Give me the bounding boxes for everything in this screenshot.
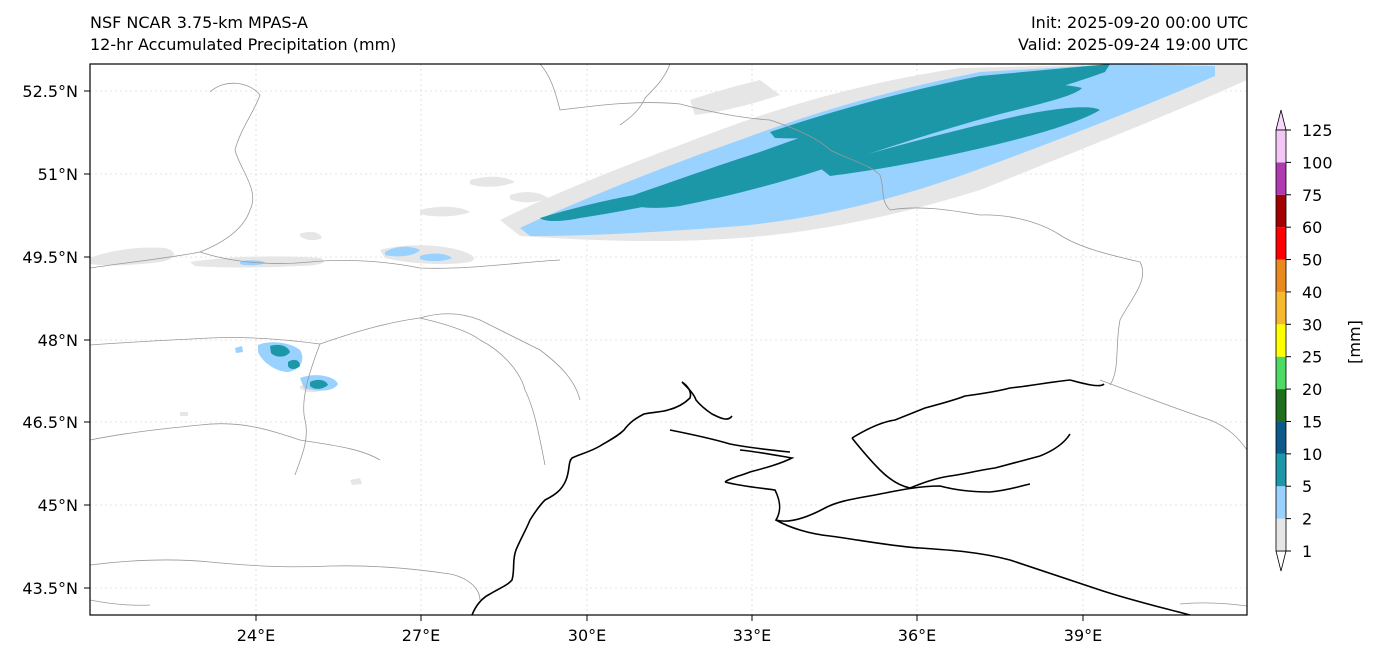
map-title-right: Init: 2025-09-20 00:00 UTC Valid: 2025-0… [1018, 12, 1248, 56]
lon-label: 36°E [898, 626, 936, 645]
colorbar-segment [1276, 453, 1286, 487]
coastline [471, 379, 1191, 615]
lat-axis: 52.5°N 51°N 49.5°N 48°N 46.5°N 45°N 43.5… [22, 82, 90, 598]
colorbar-level-label: 100 [1302, 153, 1333, 172]
valid-time: Valid: 2025-09-24 19:00 UTC [1017, 35, 1248, 54]
precip-heavy [270, 64, 1110, 389]
colorbar-level-label: 30 [1302, 315, 1322, 334]
colorbar-level-label: 20 [1302, 380, 1322, 399]
colorbar-segment [1276, 291, 1286, 325]
colorbar-level-label: 75 [1302, 186, 1322, 205]
colorbar-level-label: 5 [1302, 477, 1312, 496]
colorbar-outline [1275, 129, 1287, 552]
colorbar-segment [1276, 389, 1286, 422]
colorbar-segment [1276, 486, 1286, 519]
lon-label: 24°E [237, 626, 275, 645]
lat-label: 52.5°N [22, 82, 78, 101]
colorbar-segment [1276, 356, 1286, 390]
lat-label: 51°N [38, 165, 78, 184]
colorbar-level-label: 2 [1302, 510, 1312, 529]
colorbar-segment [1276, 162, 1286, 195]
colorbar-level-label: 10 [1302, 445, 1322, 464]
country-borders [90, 64, 1247, 607]
colorbar-segment [1276, 130, 1286, 163]
lat-label: 43.5°N [22, 579, 78, 598]
lon-axis: 24°E 27°E 30°E 33°E 36°E 39°E [237, 615, 1102, 645]
colorbar-level-label: 25 [1302, 348, 1322, 367]
lon-label: 30°E [568, 626, 606, 645]
map-title-left: NSF NCAR 3.75-km MPAS-A 12-hr Accumulate… [90, 12, 396, 56]
lat-label: 46.5°N [22, 413, 78, 432]
colorbar-level-label: 1 [1302, 542, 1312, 561]
colorbar-level-label: 15 [1302, 412, 1322, 431]
colorbar-level-label: 40 [1302, 283, 1322, 302]
colorbar-segment [1276, 259, 1286, 292]
colorbar-level-label: 60 [1302, 218, 1322, 237]
lon-label: 27°E [402, 626, 440, 645]
colorbar-segment [1276, 227, 1286, 260]
model-name: NSF NCAR 3.75-km MPAS-A [90, 13, 308, 32]
colorbar-level-label: 50 [1302, 251, 1322, 270]
colorbar-segment [1276, 324, 1286, 357]
lat-label: 49.5°N [22, 248, 78, 267]
init-time: Init: 2025-09-20 00:00 UTC [1030, 13, 1248, 32]
colorbar-extend-low [1275, 550, 1287, 572]
map-panel [90, 64, 1247, 615]
colorbar-unit-label: [mm] [1345, 320, 1364, 364]
colorbar-segment [1276, 421, 1286, 454]
colorbar-extend-high [1275, 109, 1287, 131]
lat-label: 45°N [38, 496, 78, 515]
colorbar-segment [1276, 518, 1286, 551]
colorbar-segment [1276, 194, 1286, 228]
lat-label: 48°N [38, 331, 78, 350]
lon-label: 39°E [1064, 626, 1102, 645]
colorbar-level-label: 125 [1302, 121, 1333, 140]
lon-label: 33°E [733, 626, 771, 645]
field-name: 12-hr Accumulated Precipitation (mm) [90, 35, 397, 54]
